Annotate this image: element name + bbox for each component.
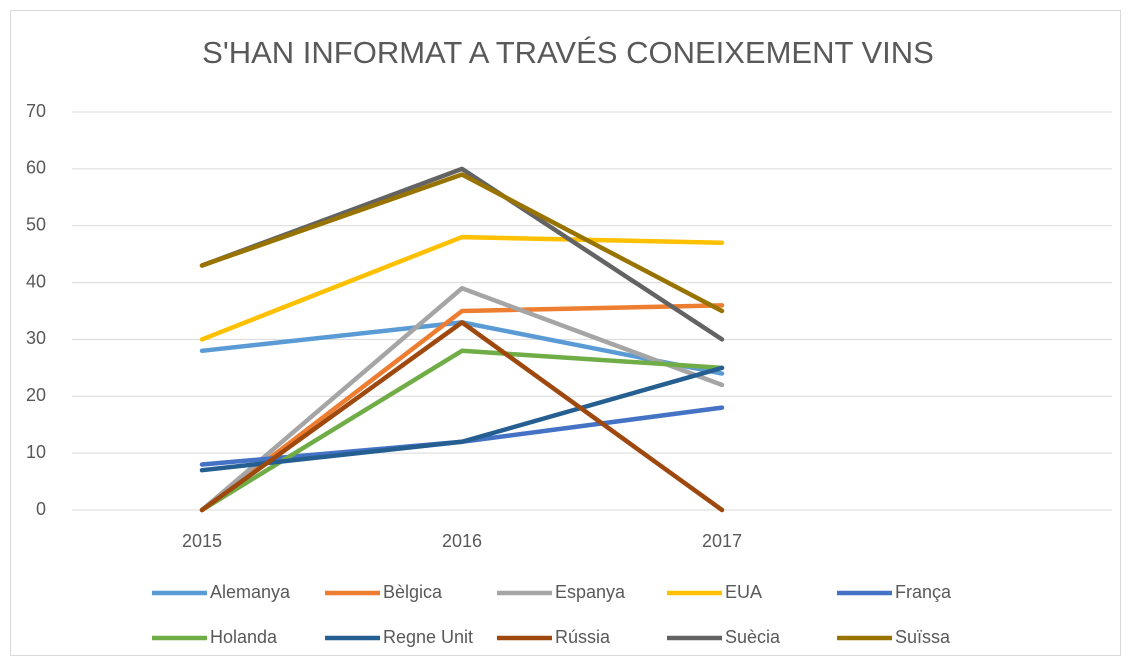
legend-label: Alemanya: [210, 582, 291, 602]
legend-label: Suïssa: [895, 627, 951, 647]
y-tick-label: 30: [26, 328, 46, 348]
x-tick-label: 2017: [702, 531, 742, 551]
legend-label: Rússia: [555, 627, 611, 647]
chart-title: S'HAN INFORMAT A TRAVÉS CONEIXEMENT VINS: [202, 35, 934, 70]
legend-label: Suècia: [725, 627, 781, 647]
series-line: [199, 365, 725, 473]
y-tick-label: 50: [26, 214, 46, 234]
series-line: [199, 172, 725, 314]
x-tick-label: 2016: [442, 531, 482, 551]
legend-label: Bèlgica: [383, 582, 443, 602]
x-tick-label: 2015: [182, 531, 222, 551]
y-tick-label: 20: [26, 385, 46, 405]
y-tick-label: 0: [36, 499, 46, 519]
y-tick-label: 70: [26, 101, 46, 121]
legend-label: Espanya: [555, 582, 626, 602]
series-line: [199, 320, 725, 513]
chart-border: [10, 10, 1121, 656]
series-line: [199, 286, 725, 513]
legend-label: França: [895, 582, 952, 602]
series-line: [199, 348, 725, 513]
legend-label: Regne Unit: [383, 627, 473, 647]
series-line: [199, 303, 725, 513]
legend-label: EUA: [725, 582, 762, 602]
series-line: [199, 234, 725, 342]
y-tick-label: 10: [26, 442, 46, 462]
y-tick-label: 60: [26, 158, 46, 178]
legend-label: Holanda: [210, 627, 278, 647]
y-tick-label: 40: [26, 271, 46, 291]
